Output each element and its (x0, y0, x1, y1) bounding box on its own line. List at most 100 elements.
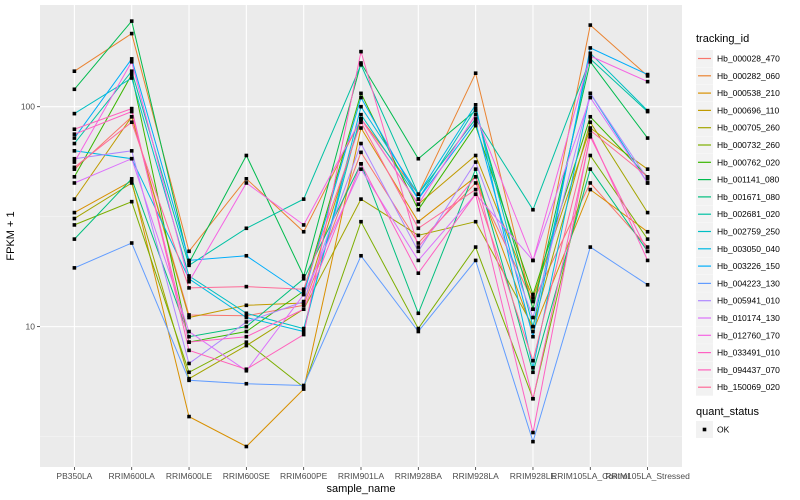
data-point-Hb_000705_260 (645, 210, 650, 215)
data-point-Hb_094437_070 (244, 367, 249, 372)
data-point-Hb_002759_250 (187, 274, 191, 278)
data-point-Hb_000538_210 (645, 229, 650, 234)
data-point-Hb_001141_080 (531, 307, 535, 312)
data-point-Hb_003050_040 (473, 103, 478, 107)
data-point-Hb_000732_260 (359, 219, 363, 224)
data-point-Hb_001141_080 (72, 87, 77, 92)
data-point-Hb_001141_080 (588, 60, 593, 64)
data-point-Hb_010174_130 (301, 292, 306, 297)
data-point-Hb_000696_110 (72, 197, 77, 201)
legend-item: Hb_002759_250 (696, 223, 780, 240)
data-point-Hb_003050_040 (72, 149, 77, 153)
legend-label: Hb_000696_110 (717, 105, 780, 115)
data-point-Hb_003226_150 (72, 136, 77, 140)
data-point-Hb_001141_080 (187, 261, 191, 265)
data-point-Hb_005941_010 (301, 299, 306, 304)
data-point-Hb_000762_020 (416, 207, 421, 212)
data-point-Hb_003050_040 (416, 192, 421, 197)
data-point-Hb_094437_070 (588, 134, 593, 139)
data-point-Hb_003226_150 (129, 57, 134, 61)
legend-label: Hb_010174_130 (717, 313, 780, 323)
data-point-Hb_012760_170 (301, 223, 306, 227)
legend-label: Hb_000732_260 (717, 140, 780, 150)
data-point-Hb_004223_130 (244, 381, 249, 386)
data-point-Hb_000732_260 (645, 237, 650, 241)
data-point-Hb_000028_470 (473, 181, 478, 185)
data-point-Hb_000705_260 (129, 181, 134, 185)
data-point-Hb_000028_470 (72, 167, 77, 171)
x-tick-label: RRIM600LA (109, 471, 156, 481)
legend-key-square-icon (702, 427, 707, 432)
legend-item: Hb_003226_150 (696, 257, 780, 275)
data-point-Hb_000538_210 (244, 444, 249, 449)
data-point-Hb_094437_070 (531, 396, 535, 401)
data-point-Hb_010174_130 (129, 156, 134, 161)
data-point-Hb_012760_170 (359, 117, 363, 121)
shape-legend-items: OK (696, 421, 730, 438)
legend-item: Hb_000696_110 (696, 101, 780, 119)
legend-label: Hb_002759_250 (717, 227, 780, 237)
data-point-Hb_002759_250 (301, 326, 306, 331)
data-point-Hb_002681_020 (301, 197, 306, 201)
legend-item: Hb_000705_260 (696, 119, 780, 137)
legend-item: Hb_000732_260 (696, 136, 780, 154)
data-point-Hb_004223_130 (473, 258, 478, 263)
data-point-Hb_001141_080 (473, 108, 478, 113)
data-point-Hb_033491_010 (244, 334, 249, 339)
data-point-Hb_150069_020 (244, 284, 249, 289)
data-point-Hb_003226_150 (531, 334, 535, 339)
data-point-Hb_000282_060 (301, 229, 306, 234)
legend-label: Hb_005941_010 (717, 296, 780, 306)
legend-item: Hb_001671_080 (696, 188, 780, 206)
data-point-Hb_150069_020 (359, 120, 363, 125)
legend-item: Hb_000282_060 (696, 67, 780, 85)
data-point-Hb_000028_470 (187, 313, 191, 317)
legend-label: Hb_000028_470 (717, 54, 780, 64)
data-point-Hb_010174_130 (588, 95, 593, 100)
data-point-Hb_004223_130 (645, 282, 650, 287)
legend-label: OK (717, 425, 730, 435)
data-point-Hb_001671_080 (129, 177, 134, 181)
data-point-Hb_002759_250 (473, 106, 478, 111)
data-point-Hb_094437_070 (129, 106, 134, 111)
data-point-Hb_002681_020 (244, 226, 249, 231)
data-point-Hb_010174_130 (72, 181, 77, 185)
data-point-Hb_002681_020 (359, 63, 363, 67)
data-point-Hb_012760_170 (473, 112, 478, 117)
x-tick-label: RRIM105LA_Control (551, 471, 630, 481)
data-point-Hb_150069_020 (645, 174, 650, 179)
data-point-Hb_094437_070 (72, 127, 77, 132)
data-point-Hb_000282_060 (473, 71, 478, 76)
data-point-Hb_003050_040 (301, 329, 306, 334)
data-point-Hb_000696_110 (588, 126, 593, 130)
data-point-Hb_094437_070 (645, 249, 650, 254)
data-point-Hb_001671_080 (416, 311, 421, 316)
data-point-Hb_000028_470 (416, 241, 421, 245)
data-point-Hb_003050_040 (359, 104, 363, 109)
data-point-Hb_003226_150 (244, 253, 249, 258)
data-point-Hb_002759_250 (129, 76, 134, 80)
legend-item: Hb_150069_020 (696, 378, 780, 396)
data-point-Hb_000732_260 (187, 370, 191, 375)
legend-item: Hb_012760_170 (696, 326, 780, 344)
legend-label: Hb_002681_020 (717, 209, 780, 219)
data-point-Hb_000282_060 (588, 23, 593, 27)
legend-label: Hb_012760_170 (717, 330, 780, 340)
y-tick-label: 10 (26, 322, 36, 332)
x-tick-label: RRIM928LE (510, 471, 557, 481)
data-point-Hb_005941_010 (588, 91, 593, 96)
data-point-Hb_000762_020 (244, 329, 249, 334)
data-point-Hb_003226_150 (416, 197, 421, 201)
data-point-Hb_010174_130 (187, 329, 191, 334)
data-point-Hb_094437_070 (301, 332, 306, 337)
data-point-Hb_002681_020 (129, 69, 134, 74)
legend-item: Hb_001141_080 (696, 171, 780, 189)
data-point-Hb_150069_020 (416, 226, 421, 231)
data-point-Hb_150069_020 (129, 120, 134, 125)
x-tick-label: RRIM600LE (166, 471, 213, 481)
data-point-Hb_000282_060 (244, 177, 249, 181)
data-point-Hb_005941_010 (645, 177, 650, 181)
data-point-Hb_001671_080 (588, 167, 593, 171)
legend-label: Hb_003050_040 (717, 244, 780, 254)
